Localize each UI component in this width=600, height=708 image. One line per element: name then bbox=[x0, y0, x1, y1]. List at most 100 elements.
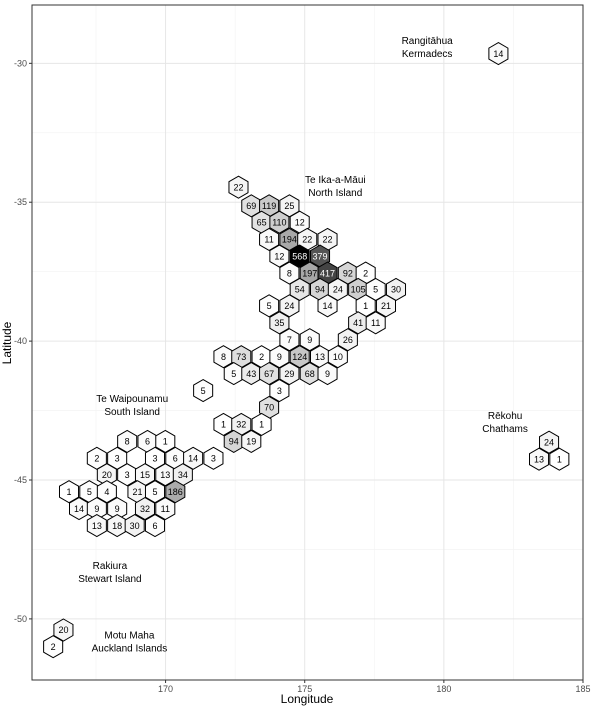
hex-cell bbox=[241, 429, 262, 453]
region-label: North Island bbox=[308, 188, 362, 199]
hex-value-label: 3 bbox=[211, 454, 216, 464]
hex-value-label: 197 bbox=[302, 268, 317, 278]
hex-cell bbox=[337, 328, 358, 352]
hex-value-label: 13 bbox=[160, 470, 170, 480]
hex-value-label: 12 bbox=[274, 251, 284, 261]
hex-cell bbox=[269, 244, 290, 268]
hex-value-label: 9 bbox=[115, 504, 120, 514]
region-label: Kermadecs bbox=[402, 49, 453, 60]
hex-cell bbox=[279, 328, 300, 352]
panel-border bbox=[31, 4, 584, 681]
hex-value-label: 9 bbox=[277, 352, 282, 362]
hex-value-label: 8 bbox=[125, 437, 130, 447]
hex-value-label: 11 bbox=[161, 504, 170, 514]
hex-cell bbox=[269, 345, 290, 369]
hex-value-label: 5 bbox=[87, 487, 92, 497]
hex-value-label: 43 bbox=[246, 369, 256, 379]
hex-value-label: 73 bbox=[236, 352, 246, 362]
hex-value-label: 3 bbox=[115, 454, 120, 464]
hex-cell bbox=[269, 378, 290, 403]
hex-cell bbox=[228, 175, 249, 199]
hex-value-label: 22 bbox=[233, 182, 243, 192]
hex-cell bbox=[43, 635, 64, 659]
hex-value-label: 18 bbox=[112, 521, 122, 531]
hex-value-label: 41 bbox=[353, 318, 363, 328]
y-tick-label: -40 bbox=[14, 336, 27, 346]
region-label: Te Waipounamu bbox=[96, 394, 168, 405]
hex-value-label: 9 bbox=[325, 369, 330, 379]
hex-cell bbox=[259, 227, 280, 252]
hex-value-label: 19 bbox=[246, 437, 256, 447]
x-tick-label: 185 bbox=[575, 684, 590, 694]
hex-value-label: 20 bbox=[102, 470, 112, 480]
hex-value-label: 119 bbox=[262, 201, 276, 211]
hex-value-label: 29 bbox=[284, 369, 294, 379]
y-tick-label: -50 bbox=[14, 614, 27, 624]
hex-value-label: 69 bbox=[246, 201, 256, 211]
hex-value-label: 9 bbox=[307, 335, 312, 345]
hex-value-label: 4 bbox=[104, 487, 109, 497]
x-tick-label: 175 bbox=[297, 684, 312, 694]
hex-value-label: 21 bbox=[381, 301, 391, 311]
hex-cell bbox=[58, 480, 80, 504]
hex-cell bbox=[53, 618, 74, 642]
hex-cell bbox=[269, 311, 290, 335]
hex-value-label: 25 bbox=[284, 201, 294, 211]
hex-value-label: 13 bbox=[534, 454, 544, 464]
hex-cell bbox=[375, 294, 396, 318]
hex-cell bbox=[317, 294, 338, 318]
hex-value-label: 1 bbox=[67, 487, 72, 497]
region-label: Te Ika-a-Māui bbox=[305, 175, 366, 186]
hex-value-label: 14 bbox=[188, 454, 198, 464]
hex-value-label: 5 bbox=[201, 386, 206, 396]
hex-value-label: 1 bbox=[557, 454, 562, 464]
hex-value-label: 94 bbox=[229, 437, 239, 447]
hex-value-label: 417 bbox=[320, 268, 335, 278]
hex-value-label: 22 bbox=[323, 235, 333, 245]
hex-value-label: 5 bbox=[152, 487, 157, 497]
hex-value-label: 32 bbox=[236, 420, 246, 430]
hex-value-label: 9 bbox=[94, 504, 99, 514]
hex-cell bbox=[183, 446, 204, 470]
hex-value-label: 1 bbox=[163, 437, 168, 447]
hex-value-label: 65 bbox=[257, 217, 267, 227]
hex-value-label: 67 bbox=[264, 369, 274, 379]
hex-value-label: 22 bbox=[302, 235, 312, 245]
hex-value-label: 30 bbox=[130, 521, 140, 531]
hex-cell bbox=[134, 497, 156, 521]
hex-cell bbox=[165, 480, 186, 504]
hex-cell bbox=[289, 345, 310, 369]
x-tick-label: 180 bbox=[436, 684, 451, 694]
hex-value-label: 21 bbox=[132, 487, 142, 497]
y-axis-title: Latitude bbox=[0, 321, 14, 364]
hex-value-label: 24 bbox=[544, 437, 554, 447]
hex-value-label: 32 bbox=[140, 504, 150, 514]
hex-cell bbox=[144, 513, 166, 538]
hex-cell bbox=[279, 362, 300, 386]
y-axis: -30 -35 -40 -45 -50 bbox=[14, 58, 32, 624]
hex-value-label: 8 bbox=[287, 268, 292, 278]
hex-cell bbox=[117, 429, 138, 453]
hex-cell bbox=[96, 480, 117, 504]
hex-cell bbox=[317, 362, 338, 386]
hex-value-label: 26 bbox=[343, 335, 353, 345]
region-label: Rakiura bbox=[93, 561, 128, 572]
hex-cell bbox=[289, 244, 310, 268]
hex-cell bbox=[193, 378, 214, 403]
hex-cell bbox=[155, 497, 176, 521]
hex-cell bbox=[144, 480, 166, 504]
hex-value-label: 379 bbox=[313, 251, 328, 261]
region-label: Auckland Islands bbox=[92, 643, 168, 654]
hex-value-label: 94 bbox=[315, 285, 325, 295]
hex-value-label: 14 bbox=[74, 504, 84, 514]
hex-cell bbox=[259, 362, 280, 386]
hex-cell bbox=[279, 294, 300, 318]
hex-value-label: 6 bbox=[173, 454, 178, 464]
hex-cell bbox=[299, 328, 320, 352]
hex-cell bbox=[327, 345, 348, 369]
hex-value-label: 110 bbox=[272, 217, 286, 227]
region-label-layer: Rangitāhua Kermadecs Te Ika-a-Māui North Is… bbox=[78, 36, 528, 654]
hex-value-label: 3 bbox=[152, 454, 157, 464]
hex-value-label: 2 bbox=[259, 352, 264, 362]
